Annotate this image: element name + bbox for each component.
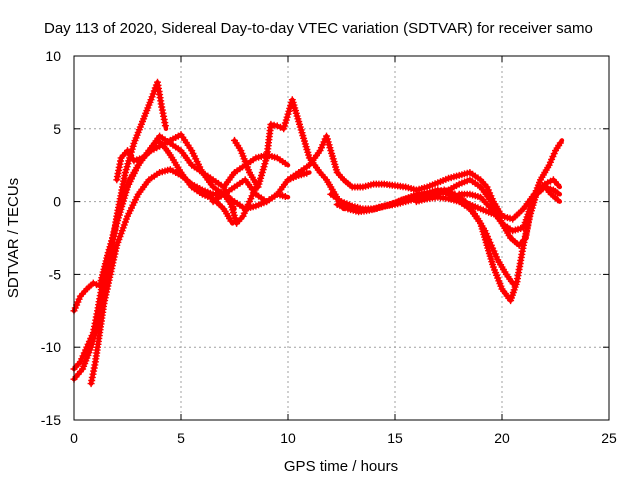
series-group — [231, 96, 346, 212]
x-tick-label: 10 — [280, 430, 296, 446]
series-group — [455, 183, 563, 235]
plot-frame — [73, 55, 610, 421]
series-markers — [87, 166, 289, 388]
x-tick-label: 15 — [387, 430, 403, 446]
series-group — [87, 166, 291, 388]
data-series — [70, 78, 565, 388]
y-tick-label: -5 — [49, 266, 62, 282]
y-tick-label: 5 — [53, 121, 61, 137]
series-group — [209, 169, 312, 206]
x-tick-label: 25 — [601, 430, 617, 446]
x-tick-label: 0 — [70, 430, 78, 446]
chart-title: Day 113 of 2020, Sidereal Day-to-day VTE… — [44, 20, 593, 37]
series-group — [113, 131, 291, 191]
y-tick-label: -10 — [41, 339, 61, 355]
axis-ticks — [73, 55, 610, 421]
x-tick-label: 20 — [494, 430, 510, 446]
series-markers — [209, 169, 311, 206]
y-tick-label: -15 — [41, 412, 61, 428]
series-markers — [70, 136, 235, 315]
y-tick-labels: -15 -10 -5 0 5 10 — [41, 48, 61, 428]
series-markers — [455, 183, 562, 235]
series-group — [70, 136, 235, 315]
y-tick-label: 10 — [45, 48, 61, 64]
x-tick-label: 5 — [177, 430, 185, 446]
series-markers — [113, 131, 289, 191]
x-axis-label: GPS time / hours — [284, 458, 398, 475]
x-tick-labels: 0 5 10 15 20 25 — [70, 430, 617, 446]
y-axis-label: SDTVAR / TECUs — [5, 178, 22, 298]
series-markers — [231, 96, 346, 210]
y-tick-label: 0 — [53, 194, 61, 210]
